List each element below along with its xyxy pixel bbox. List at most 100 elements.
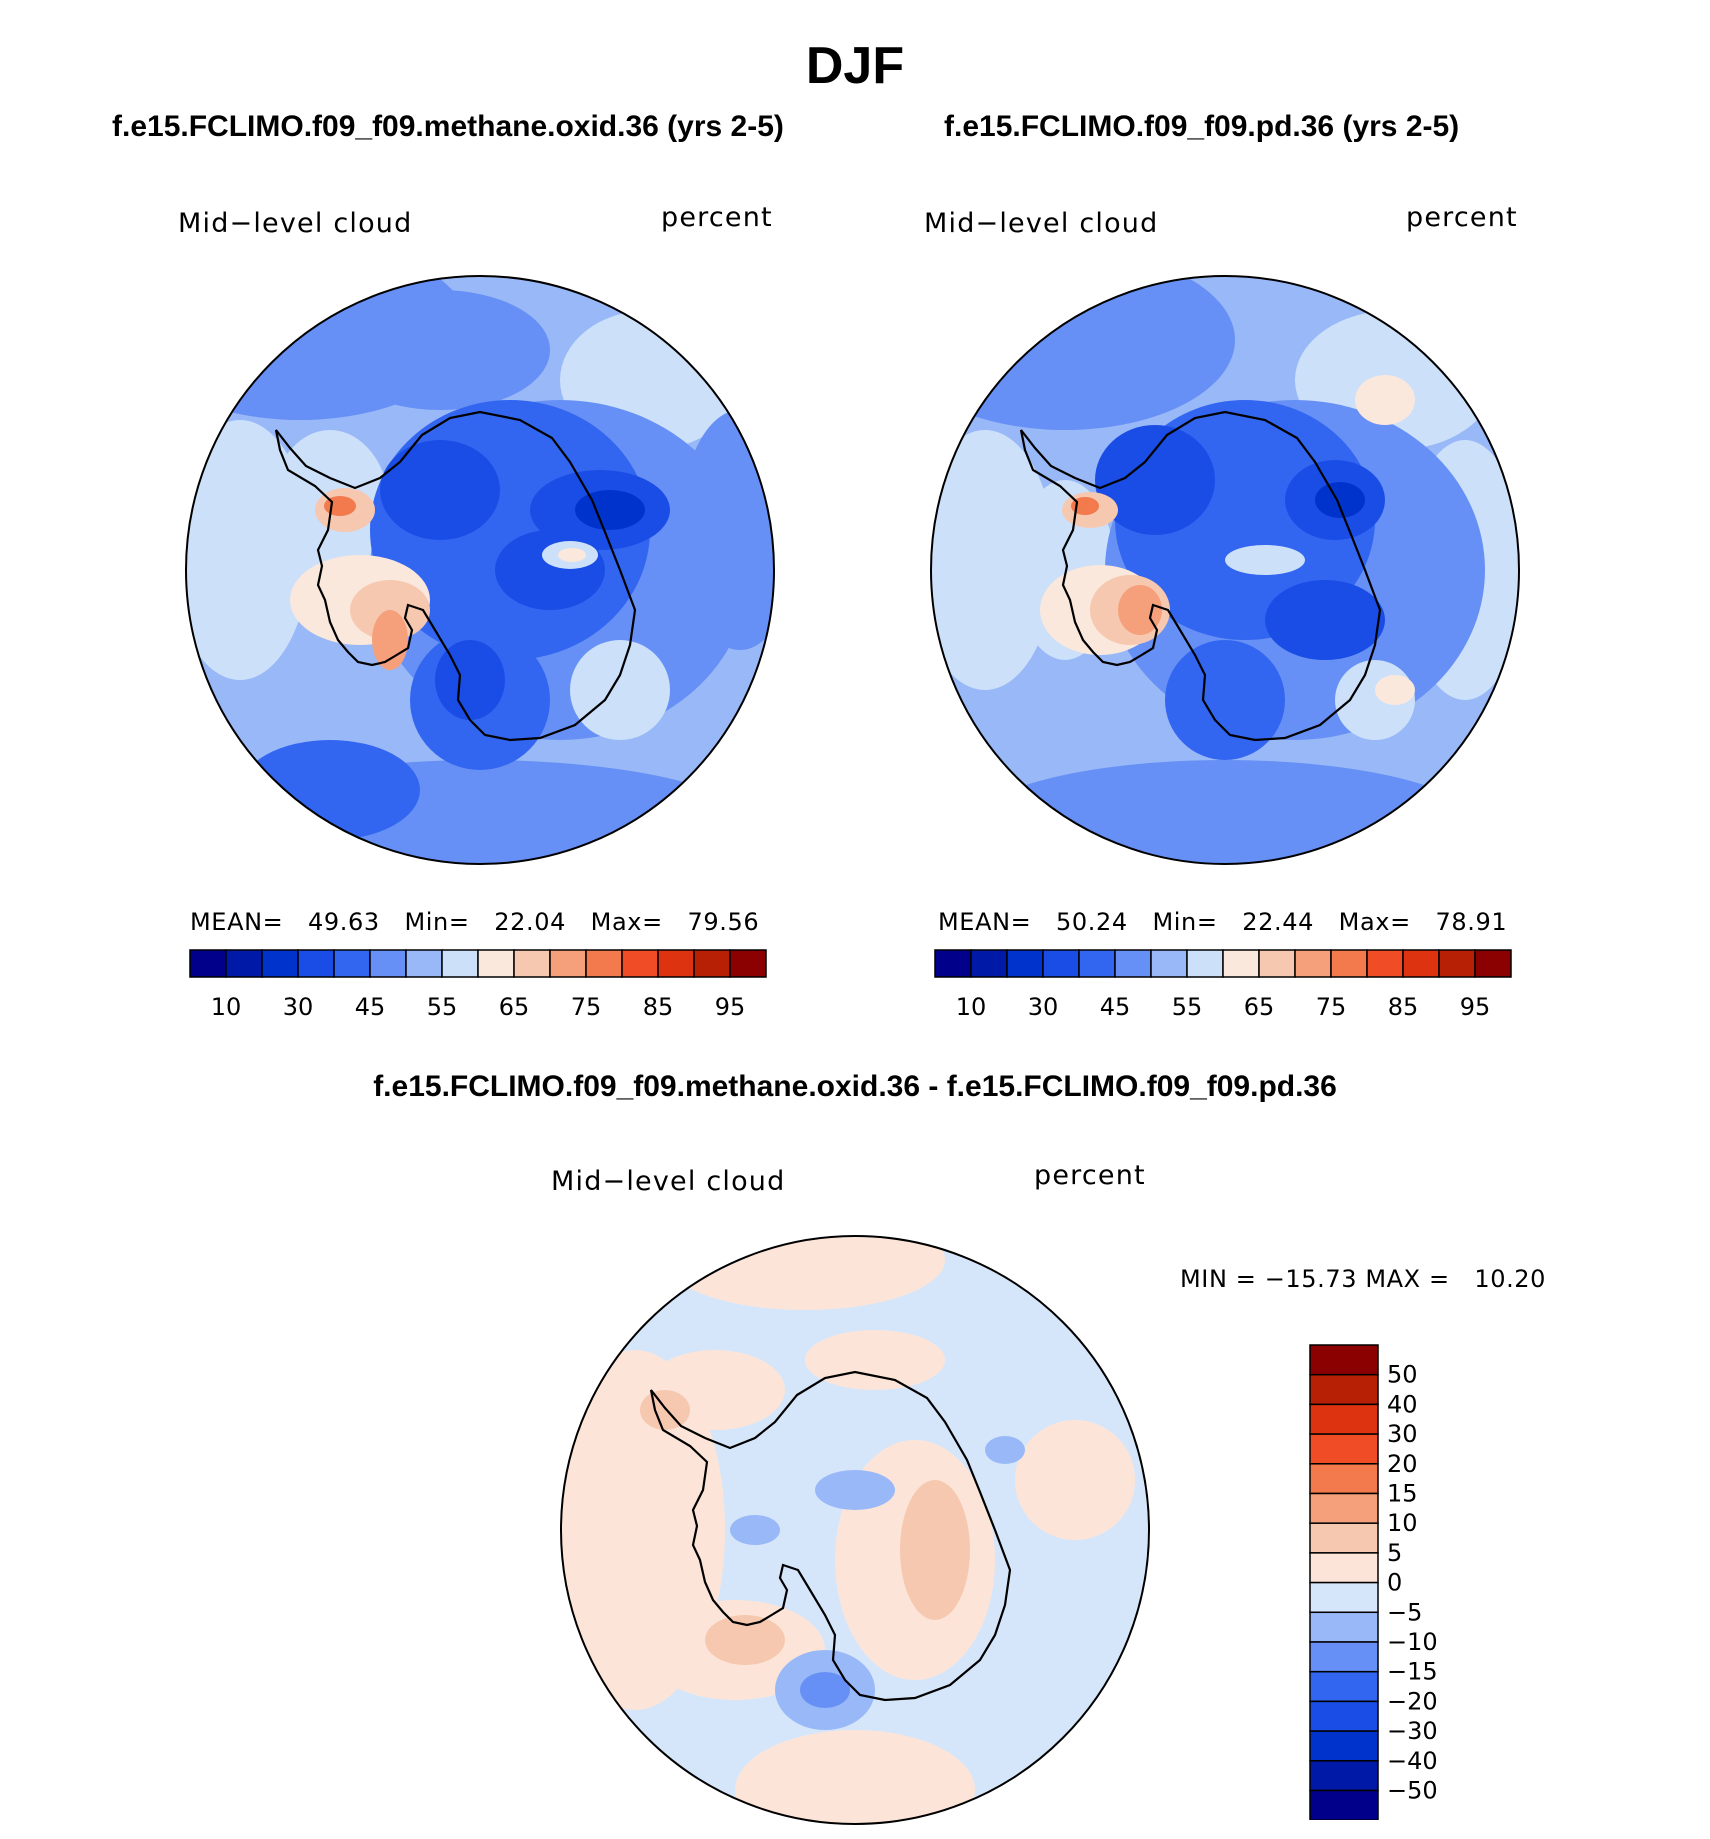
colorbar-box (1438, 949, 1476, 978)
colorbar-tick-label: 45 (1100, 993, 1131, 1020)
colorbar-box (1309, 1492, 1379, 1524)
panel-1-stats: MEAN= 49.63 Min= 22.04 Max= 79.56 (190, 908, 760, 936)
panel-2-cloud-field (931, 276, 1519, 864)
colorbar-tick-label: 30 (1028, 993, 1059, 1020)
colorbar-box (1258, 949, 1296, 978)
colorbar-box (513, 949, 551, 978)
colorbar-box (1309, 1611, 1379, 1643)
panel-2-map-border (930, 275, 1520, 865)
colorbar-box (1309, 1433, 1379, 1465)
colorbar-box (1309, 1403, 1379, 1435)
colorbar-box (1309, 1760, 1379, 1792)
colorbar-tick-label: 40 (1387, 1390, 1418, 1418)
colorbar-box (333, 949, 371, 978)
colorbar-box (369, 949, 407, 978)
colorbar-tick-label: 55 (1172, 993, 1203, 1020)
colorbar-box (1186, 949, 1224, 978)
colorbar-tick-label: 30 (1387, 1420, 1418, 1448)
panel-1-colorbar-boxes (189, 949, 767, 978)
difference-colorbar-boxes (1309, 1344, 1379, 1820)
colorbar-tick-label: 75 (1316, 993, 1347, 1020)
colorbar-tick-label: −50 (1387, 1777, 1438, 1805)
colorbar-tick-label: 95 (715, 993, 746, 1020)
colorbar-box (1006, 949, 1044, 978)
colorbar-box (477, 949, 515, 978)
colorbar-box (1309, 1581, 1379, 1614)
colorbar-box (441, 949, 479, 978)
colorbar-tick-label: −40 (1387, 1747, 1438, 1775)
colorbar-tick-label: 15 (1387, 1480, 1418, 1508)
panel-1-coastline (274, 410, 637, 742)
colorbar-box (1309, 1789, 1379, 1820)
colorbar-tick-label: 55 (427, 993, 458, 1020)
colorbar-tick-label: 0 (1387, 1569, 1402, 1597)
colorbar-box (189, 949, 227, 978)
panel-1-map (185, 275, 775, 865)
colorbar-box (1309, 1670, 1379, 1703)
panel-1-colorbar: 10 30 45 55 65 75 85 95 (189, 949, 767, 1020)
colorbar-tick-label: 10 (1387, 1509, 1418, 1537)
colorbar-tick-label: 10 (211, 993, 242, 1020)
colorbar-box (297, 949, 335, 978)
colorbar-box (405, 949, 443, 978)
colorbar-tick-label: −20 (1387, 1687, 1438, 1715)
colorbar-box (1150, 949, 1188, 978)
difference-minmax: MIN = −15.73 MAX = 10.20 (1180, 1265, 1547, 1293)
difference-map (560, 1235, 1150, 1825)
colorbar-box (657, 949, 695, 978)
colorbar-box (1402, 949, 1440, 978)
colorbar-box (1309, 1552, 1379, 1584)
colorbar-tick-label: 85 (1388, 993, 1419, 1020)
colorbar-box (1294, 949, 1332, 978)
difference-units-label: percent (1034, 1160, 1146, 1191)
figure-title: DJF (805, 37, 905, 95)
difference-map-border (560, 1235, 1150, 1825)
colorbar-tick-label: 10 (956, 993, 987, 1020)
panel-2-colorbar-boxes (934, 949, 1512, 978)
colorbar-box (693, 949, 731, 978)
colorbar-box (1474, 949, 1512, 978)
panel-1-variable-label: Mid−level cloud (178, 208, 413, 239)
colorbar-tick-label: 85 (643, 993, 674, 1020)
colorbar-box (934, 949, 972, 978)
colorbar-box (1078, 949, 1116, 978)
colorbar-tick-label: 75 (571, 993, 602, 1020)
panel-1-cloud-field (186, 276, 774, 864)
panel-1-colorbar-labels: 10 30 45 55 65 75 85 95 (211, 993, 746, 1020)
panel-1-units-label: percent (661, 202, 773, 233)
colorbar-tick-label: 65 (1244, 993, 1275, 1020)
colorbar-box (1309, 1344, 1379, 1376)
colorbar-box (1114, 949, 1152, 978)
colorbar-tick-label: 65 (499, 993, 530, 1020)
panel-1-title: f.e15.FCLIMO.f09_f09.methane.oxid.36 (yr… (112, 110, 784, 143)
colorbar-tick-label: −30 (1387, 1717, 1438, 1745)
difference-title: f.e15.FCLIMO.f09_f09.methane.oxid.36 - f… (373, 1070, 1337, 1103)
colorbar-box (1222, 949, 1260, 978)
colorbar-tick-label: −15 (1387, 1658, 1438, 1686)
colorbar-box (1042, 949, 1080, 978)
colorbar-box (585, 949, 623, 978)
colorbar-box (225, 949, 263, 978)
colorbar-box (549, 949, 587, 978)
colorbar-box (1366, 949, 1404, 978)
panel-2-colorbar: 10 30 45 55 65 75 85 95 (934, 949, 1512, 1020)
difference-coastline (649, 1370, 1012, 1702)
colorbar-box (1309, 1463, 1379, 1495)
colorbar-tick-label: 50 (1387, 1361, 1418, 1389)
panel-2-title: f.e15.FCLIMO.f09_f09.pd.36 (yrs 2-5) (944, 110, 1460, 143)
colorbar-tick-label: −10 (1387, 1628, 1438, 1656)
panel-2-variable-label: Mid−level cloud (924, 208, 1159, 239)
colorbar-tick-label: 30 (283, 993, 314, 1020)
colorbar-box (729, 949, 767, 978)
colorbar-tick-label: −5 (1387, 1598, 1422, 1626)
panel-2-coastline (1019, 410, 1382, 742)
colorbar-box (1309, 1700, 1379, 1732)
colorbar-tick-label: 20 (1387, 1450, 1418, 1478)
colorbar-box (1309, 1522, 1379, 1554)
panel-2-units-label: percent (1406, 202, 1518, 233)
difference-variable-label: Mid−level cloud (551, 1166, 786, 1197)
colorbar-box (970, 949, 1008, 978)
colorbar-box (621, 949, 659, 978)
panel-2-colorbar-labels: 10 30 45 55 65 75 85 95 (956, 993, 1491, 1020)
